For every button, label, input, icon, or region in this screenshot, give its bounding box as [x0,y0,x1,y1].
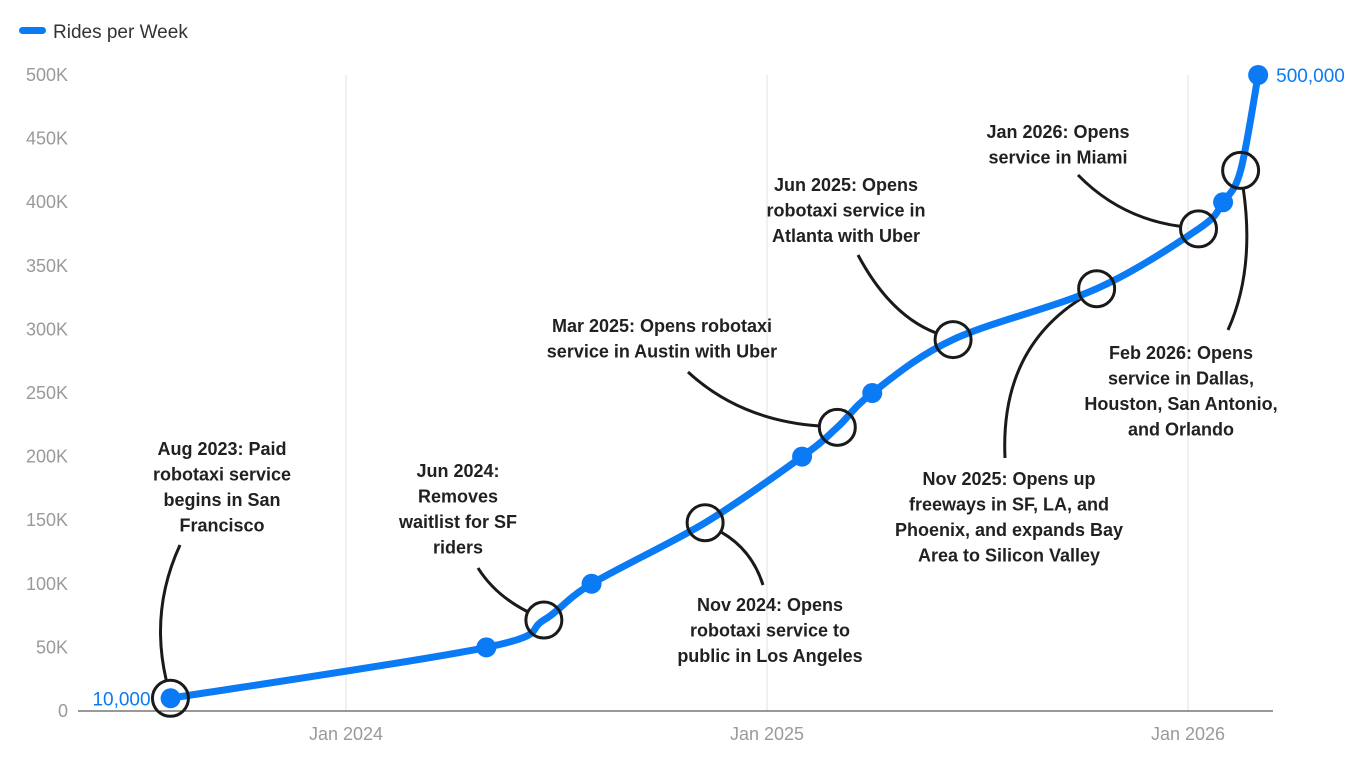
annotation-text: and Orlando [1128,420,1234,440]
data-point[interactable] [792,446,813,467]
data-point[interactable] [476,637,497,658]
annotation-leader [1003,297,1082,459]
data-point[interactable] [1248,65,1269,85]
annotation-marker[interactable] [150,678,190,718]
annotation-text: begins in San [163,490,280,510]
annotation-text: service in Austin with Uber [547,342,777,362]
annotation-text: robotaxi service [153,465,291,485]
annotation-leader [476,567,528,613]
annotation-leader [1076,173,1180,228]
annotation-marker[interactable] [524,600,564,640]
y-tick-label: 500K [26,65,68,85]
legend-swatch [19,27,46,34]
annotation-leader [159,544,182,681]
annotation-leader [1226,188,1249,331]
annotation-text: service in Miami [988,148,1127,168]
annotation-text: Mar 2025: Opens robotaxi [552,316,772,336]
annotation-text: Nov 2025: Opens up [922,469,1095,489]
x-tick-label: Jan 2025 [730,724,804,744]
annotation-text: Aug 2023: Paid [157,439,286,459]
annotation-marker[interactable] [933,320,973,360]
annotation-marker[interactable] [1221,150,1261,190]
annotation-leader [720,530,765,586]
annotation-text: public in Los Angeles [677,646,862,666]
data-point[interactable] [581,573,602,594]
annotation-leader [856,254,936,335]
annotation-text: Nov 2024: Opens [697,595,843,615]
y-tick-label: 200K [26,447,68,467]
annotation-marker[interactable] [1179,209,1219,249]
data-label: 500,000 [1276,66,1345,87]
annotation-marker[interactable] [817,407,857,447]
data-label: 10,000 [92,689,150,710]
annotation-text: Jan 2026: Opens [986,122,1129,142]
annotation-text: Francisco [179,516,264,536]
y-tick-label: 350K [26,256,68,276]
x-tick-label: Jan 2026 [1151,724,1225,744]
annotation-text: Phoenix, and expands Bay [895,520,1123,540]
annotation-text: Area to Silicon Valley [918,546,1100,566]
y-tick-label: 250K [26,383,68,403]
annotation-text: Houston, San Antonio, [1084,394,1277,414]
annotation-text: waitlist for SF [398,512,517,532]
data-point[interactable] [862,383,883,403]
annotation-marker[interactable] [1077,269,1117,309]
legend[interactable]: Rides per Week [19,22,188,43]
annotation-text: robotaxi service in [766,201,925,221]
y-tick-label: 50K [36,637,68,657]
x-tick-label: Jan 2024 [309,724,383,744]
annotation-text: Feb 2026: Opens [1109,343,1253,363]
annotation-text: Jun 2025: Opens [774,175,918,195]
series-line [166,71,1262,702]
y-tick-label: 100K [26,574,68,594]
annotation-text: Jun 2024: [416,461,499,481]
data-point[interactable] [1213,192,1234,213]
annotation-text: freeways in SF, LA, and [909,495,1109,515]
annotation-text: riders [433,538,483,558]
y-tick-label: 150K [26,510,68,530]
y-tick-label: 300K [26,319,68,339]
annotation-leader [686,370,819,428]
data-point[interactable] [160,688,181,709]
y-tick-label: 400K [26,192,68,212]
annotation-marker[interactable] [685,503,725,543]
annotation-text: Removes [418,487,498,507]
y-tick-label: 0 [58,701,68,721]
legend-label: Rides per Week [53,22,188,43]
annotation-text: service in Dallas, [1108,369,1254,389]
annotation-text: Atlanta with Uber [772,226,920,246]
y-tick-label: 450K [26,129,68,149]
annotation-text: robotaxi service to [690,621,850,641]
